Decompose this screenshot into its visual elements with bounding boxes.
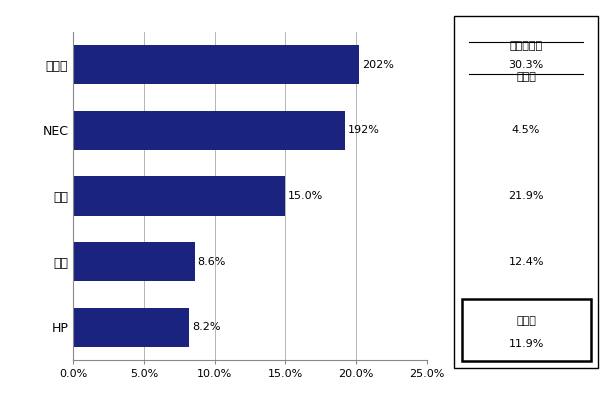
Text: 202%: 202% bbox=[362, 60, 394, 70]
Text: 15.0%: 15.0% bbox=[289, 191, 323, 201]
Text: 30.3%: 30.3% bbox=[509, 60, 544, 70]
Text: 21.0%: 21.0% bbox=[509, 322, 544, 332]
Text: 11.9%: 11.9% bbox=[509, 339, 544, 349]
Bar bbox=[73, 176, 285, 216]
Text: 192%: 192% bbox=[348, 125, 379, 135]
Text: 成長率: 成長率 bbox=[516, 72, 536, 82]
Text: 市場計: 市場計 bbox=[516, 316, 536, 326]
Bar bbox=[73, 45, 359, 84]
Bar bbox=[73, 111, 345, 150]
Text: 21.9%: 21.9% bbox=[508, 191, 544, 201]
Text: 8.6%: 8.6% bbox=[198, 257, 226, 266]
Text: 前年同期比: 前年同期比 bbox=[509, 41, 543, 51]
Text: 12.4%: 12.4% bbox=[508, 257, 544, 267]
Bar bbox=[462, 299, 590, 361]
Bar bbox=[73, 308, 189, 347]
Bar bbox=[73, 242, 195, 281]
Text: 8.2%: 8.2% bbox=[192, 322, 221, 332]
Text: 4.5%: 4.5% bbox=[512, 126, 540, 135]
